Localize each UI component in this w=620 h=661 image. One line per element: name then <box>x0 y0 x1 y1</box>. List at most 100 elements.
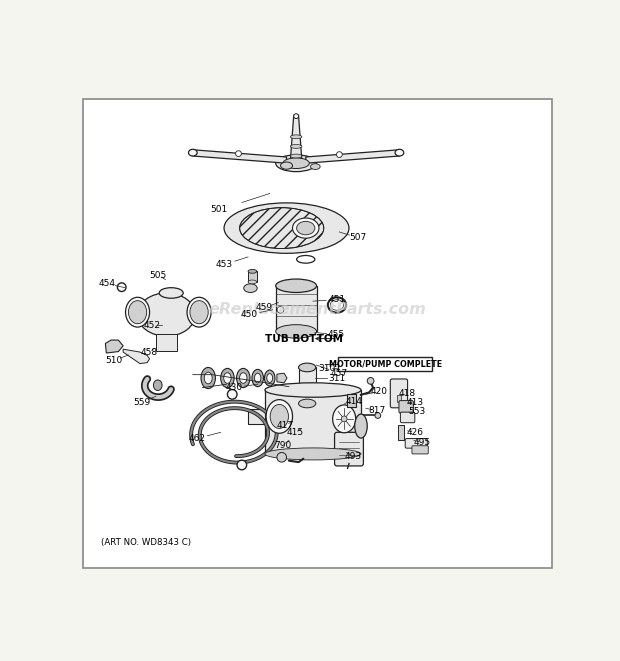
Circle shape <box>341 416 347 422</box>
Ellipse shape <box>239 373 247 383</box>
Text: 453: 453 <box>216 260 232 269</box>
Text: (ART NO. WD8343 C): (ART NO. WD8343 C) <box>100 538 190 547</box>
Ellipse shape <box>128 301 147 324</box>
Text: 459: 459 <box>255 303 273 313</box>
Ellipse shape <box>159 288 184 298</box>
Text: 450: 450 <box>241 310 258 319</box>
Text: 417: 417 <box>277 420 294 430</box>
Ellipse shape <box>265 448 361 460</box>
FancyBboxPatch shape <box>391 379 407 408</box>
Polygon shape <box>123 349 149 364</box>
Circle shape <box>236 151 241 157</box>
Ellipse shape <box>298 363 316 371</box>
Ellipse shape <box>298 399 316 408</box>
Ellipse shape <box>153 380 162 391</box>
Ellipse shape <box>265 383 361 397</box>
Bar <box>248 271 257 282</box>
Ellipse shape <box>270 405 288 428</box>
Ellipse shape <box>266 400 293 433</box>
Ellipse shape <box>138 293 195 336</box>
Text: MOTOR/PUMP COMPLETE: MOTOR/PUMP COMPLETE <box>329 360 442 369</box>
Ellipse shape <box>248 270 257 273</box>
Ellipse shape <box>333 405 356 433</box>
Bar <box>347 394 356 407</box>
Text: 817: 817 <box>368 407 386 415</box>
Text: 420: 420 <box>371 387 388 396</box>
Text: 414: 414 <box>345 397 362 406</box>
Circle shape <box>375 412 381 418</box>
Polygon shape <box>265 390 361 454</box>
Polygon shape <box>105 340 123 353</box>
Circle shape <box>228 389 237 399</box>
Text: 426: 426 <box>407 428 424 437</box>
Text: 458: 458 <box>141 348 158 356</box>
Text: 455: 455 <box>327 330 345 339</box>
Ellipse shape <box>244 284 257 292</box>
Ellipse shape <box>187 297 211 327</box>
Polygon shape <box>193 150 286 163</box>
Text: 452: 452 <box>143 321 161 330</box>
Ellipse shape <box>296 221 315 235</box>
Ellipse shape <box>355 414 367 438</box>
Ellipse shape <box>248 280 257 284</box>
FancyBboxPatch shape <box>339 357 432 371</box>
Ellipse shape <box>280 162 293 169</box>
Text: TUB BOTTOM: TUB BOTTOM <box>265 334 343 344</box>
Bar <box>156 334 177 350</box>
Text: 559: 559 <box>134 397 151 407</box>
Text: 418: 418 <box>399 389 416 399</box>
Text: 462: 462 <box>188 434 205 443</box>
Ellipse shape <box>255 373 261 383</box>
Ellipse shape <box>283 158 309 169</box>
Text: 311: 311 <box>329 373 345 383</box>
Polygon shape <box>248 409 265 424</box>
Ellipse shape <box>224 203 349 253</box>
FancyBboxPatch shape <box>412 446 428 454</box>
Ellipse shape <box>267 373 273 382</box>
Ellipse shape <box>276 325 317 338</box>
Text: 430: 430 <box>225 383 242 392</box>
Bar <box>276 286 317 331</box>
Circle shape <box>277 307 284 313</box>
Ellipse shape <box>311 164 320 169</box>
Ellipse shape <box>264 370 275 386</box>
Text: 510: 510 <box>105 356 122 366</box>
Circle shape <box>337 151 342 157</box>
Bar <box>399 425 404 440</box>
Bar <box>397 395 401 402</box>
Ellipse shape <box>330 299 343 310</box>
Ellipse shape <box>290 145 302 148</box>
Circle shape <box>367 377 374 384</box>
Bar <box>298 368 316 403</box>
Text: eReplacementParts.com: eReplacementParts.com <box>209 302 427 317</box>
Ellipse shape <box>252 369 264 387</box>
Polygon shape <box>290 115 302 161</box>
Circle shape <box>237 460 247 470</box>
Ellipse shape <box>237 368 250 387</box>
Ellipse shape <box>290 135 302 139</box>
Text: 493: 493 <box>344 452 361 461</box>
FancyBboxPatch shape <box>401 412 415 422</box>
FancyBboxPatch shape <box>405 438 427 448</box>
Ellipse shape <box>201 368 215 389</box>
Text: 451: 451 <box>329 295 345 304</box>
Ellipse shape <box>190 301 208 324</box>
Ellipse shape <box>290 154 302 158</box>
Ellipse shape <box>276 155 317 172</box>
Ellipse shape <box>293 218 319 238</box>
Circle shape <box>294 114 298 118</box>
Polygon shape <box>277 373 287 383</box>
Text: 415: 415 <box>286 428 304 438</box>
Circle shape <box>117 283 126 292</box>
Ellipse shape <box>277 453 286 462</box>
Text: 457: 457 <box>331 369 348 377</box>
Ellipse shape <box>224 373 231 383</box>
Text: 501: 501 <box>211 206 228 214</box>
Text: 553: 553 <box>408 407 425 416</box>
Text: 310: 310 <box>319 364 336 373</box>
Text: 413: 413 <box>406 397 423 407</box>
Text: 505: 505 <box>149 271 166 280</box>
Ellipse shape <box>276 279 317 292</box>
FancyBboxPatch shape <box>335 432 363 466</box>
Ellipse shape <box>125 297 149 327</box>
